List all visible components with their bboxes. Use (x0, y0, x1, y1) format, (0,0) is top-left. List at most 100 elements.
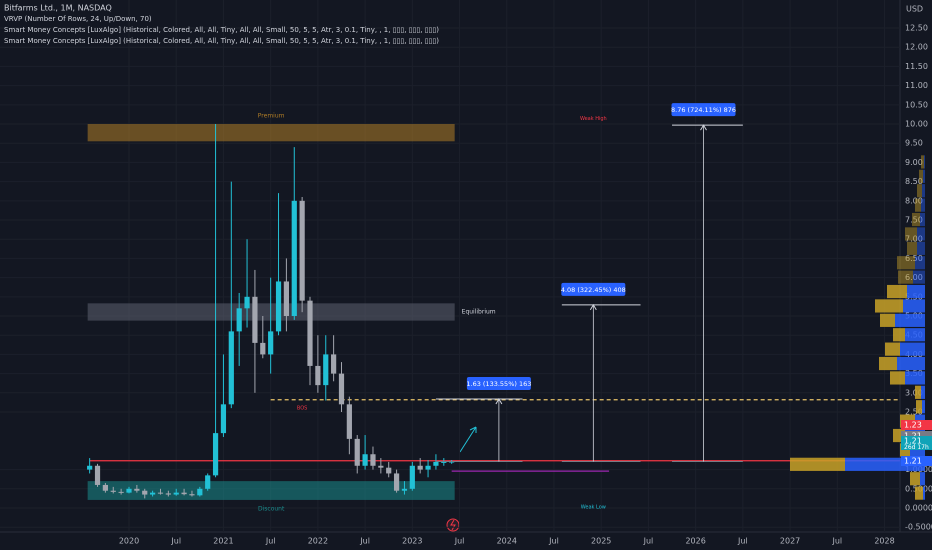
candle-body (417, 465, 423, 470)
y-tick-label: 12.50 (905, 24, 928, 33)
candle-body (118, 491, 124, 493)
volume-up (907, 284, 925, 299)
candle-body (228, 331, 234, 405)
candle-body (354, 438, 360, 466)
volume-up (913, 270, 925, 284)
candle-body (331, 354, 337, 374)
candle-body (378, 465, 384, 468)
zone-label: Premium (258, 113, 285, 120)
y-tick-label: 3.00 (905, 388, 923, 397)
volume-up (905, 328, 925, 342)
candle-body (370, 454, 376, 466)
volume-down (875, 299, 903, 313)
candle-body (393, 473, 400, 491)
candle-body (244, 296, 250, 309)
y-tick-label: 12.00 (905, 43, 928, 52)
x-tick-label: Jul (265, 537, 276, 546)
volume-up (922, 184, 925, 198)
price-badge-countdown: 26d 17h (904, 444, 929, 451)
candle-body (283, 281, 289, 317)
volume-up (923, 486, 925, 500)
volume-up (917, 227, 925, 241)
candle-body (165, 493, 171, 495)
volume-down (916, 400, 922, 414)
x-tick-label: 2022 (308, 537, 328, 546)
legend-line: Bitfarms Ltd., 1M, NASDAQ (4, 4, 112, 13)
volume-up (920, 212, 925, 227)
candle-body (236, 308, 242, 332)
y-tick-label: -0.5000 (905, 523, 932, 532)
y-tick-label: 7.00 (905, 235, 923, 244)
legend-line: Smart Money Concepts [LuxAlgo] (Historic… (4, 26, 439, 34)
price-badge-label: 1.21 (904, 437, 922, 446)
price-badge-label: 1.23 (904, 421, 922, 430)
volume-down (887, 284, 907, 299)
volume-down (917, 184, 922, 198)
arrow (459, 426, 477, 453)
candle-body (425, 465, 431, 470)
volume-up (923, 169, 925, 183)
candle-body (110, 490, 116, 492)
volume-down (879, 356, 897, 371)
volume-up (897, 356, 925, 371)
candle-body (102, 484, 108, 491)
volume-up (917, 241, 925, 255)
candle-body (275, 281, 282, 332)
y-tick-label: 8.50 (905, 177, 923, 186)
candle-body (157, 492, 164, 494)
x-tick-label: 2020 (119, 537, 139, 546)
x-tick-label: Jul (831, 537, 842, 546)
candle-body (212, 433, 219, 476)
y-tick-label: 6.00 (905, 273, 923, 282)
candle-body (441, 461, 447, 463)
candle-body (299, 200, 305, 301)
annotation: Weak Low (581, 505, 606, 511)
candle-body (433, 461, 439, 466)
volume-down (893, 328, 905, 342)
projection-label-box (466, 376, 531, 390)
projection-arrowhead (589, 303, 597, 311)
candle-body (197, 488, 203, 496)
legend-line: Smart Money Concepts [LuxAlgo] (Historic… (4, 37, 439, 45)
candle-body (126, 488, 132, 493)
x-tick-label: 2025 (591, 537, 611, 546)
volume-down (921, 155, 924, 169)
y-tick-label: 9.00 (905, 158, 923, 167)
price-badge-label: 1.21 (904, 457, 922, 466)
projection-label-box (561, 282, 626, 296)
zone-label: Discount (258, 505, 285, 512)
volume-down (885, 342, 900, 356)
volume-down (790, 457, 845, 471)
candle-body (181, 492, 187, 495)
x-tick-label: Jul (643, 537, 654, 546)
volume-down (907, 241, 917, 255)
volume-up (903, 299, 925, 313)
volume-down (898, 270, 913, 284)
y-tick-label: 10.00 (905, 120, 928, 129)
volume-up (921, 385, 925, 399)
volume-up (921, 198, 925, 212)
projection-label-box (671, 103, 736, 117)
volume-down (905, 227, 917, 241)
candle-body (323, 354, 329, 386)
volume-down (919, 169, 923, 183)
zone-label: Equilibrium (462, 308, 496, 315)
candle-body (346, 404, 352, 439)
price-badge (901, 436, 932, 450)
y-tick-label: 10.50 (905, 100, 928, 109)
legend-line: VRVP (Number Of Rows, 24, Up/Down, 70) (4, 15, 152, 23)
candle-body (205, 475, 211, 489)
volume-down (915, 198, 921, 212)
y-tick-label: 9.50 (905, 139, 923, 148)
x-tick-label: Jul (359, 537, 370, 546)
price-badge (901, 420, 932, 430)
candle-body (338, 373, 345, 405)
candle-body (362, 454, 368, 466)
volume-down (897, 256, 915, 270)
candle-body (386, 467, 392, 474)
candle-body (94, 465, 101, 485)
volume-up (920, 472, 925, 486)
x-tick-label: Jul (454, 537, 465, 546)
volume-down (910, 472, 920, 486)
